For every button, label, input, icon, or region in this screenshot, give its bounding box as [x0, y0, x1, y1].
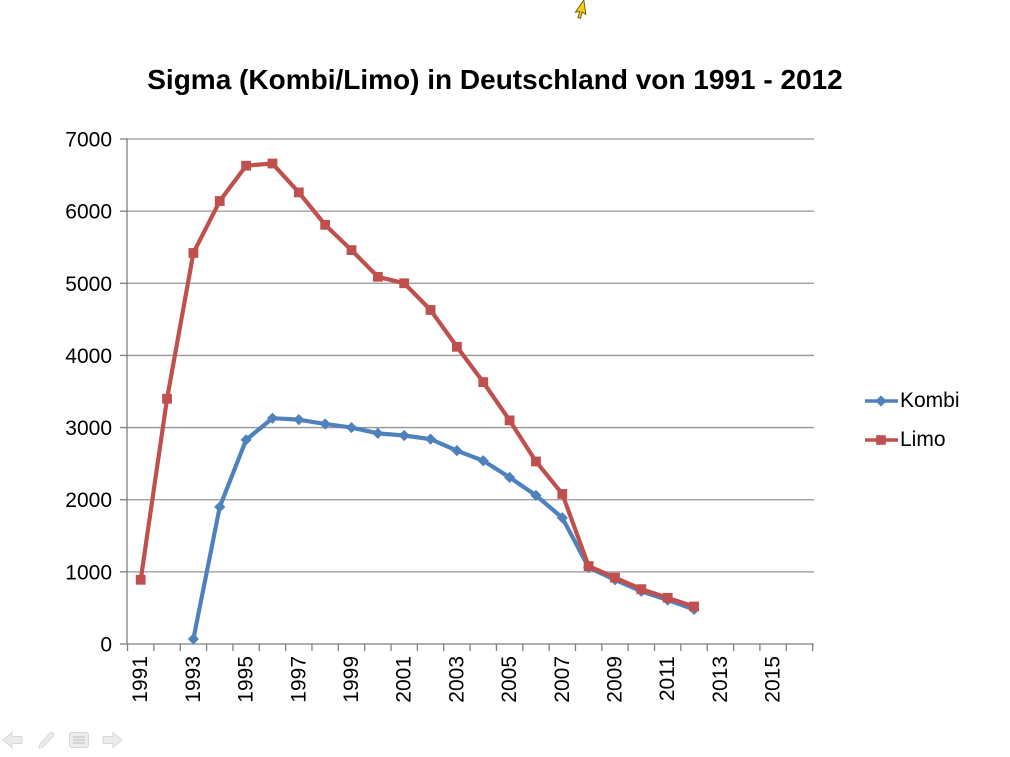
data-point-kombi: [293, 414, 305, 426]
data-point-limo: [478, 377, 489, 388]
x-axis-tick-label: 2013: [709, 656, 732, 703]
data-point-kombi: [424, 433, 437, 445]
legend-item-limo: Limo: [864, 429, 960, 451]
previous-slide-button[interactable]: [2, 728, 24, 754]
pen-icon: [38, 731, 55, 749]
legend-label-limo: Limo: [900, 428, 946, 451]
data-point-limo: [162, 393, 172, 404]
data-point-kombi: [477, 455, 489, 467]
x-axis-tick-label: 2009: [604, 656, 627, 703]
x-axis-tick-label: 1997: [287, 656, 310, 703]
data-point-kombi: [319, 418, 331, 430]
data-point-kombi: [240, 434, 252, 446]
data-point-kombi: [372, 427, 384, 439]
data-point-limo: [399, 278, 410, 289]
series-line-kombi: [191, 416, 697, 642]
kombi-series-marker-icon: [865, 395, 898, 407]
y-axis-tick-label: 7000: [65, 129, 112, 152]
back-arrow-icon: [2, 730, 23, 749]
x-axis-tick-label: 2005: [498, 656, 521, 703]
chart-legend: Kombi Limo: [864, 390, 960, 451]
data-point-limo: [320, 219, 331, 230]
data-point-limo: [610, 572, 620, 583]
y-axis-tick-label: 2000: [65, 489, 112, 512]
data-point-limo: [372, 271, 383, 282]
data-point-limo: [504, 415, 515, 426]
y-axis-tick-label: 3000: [65, 417, 112, 440]
data-point-limo: [425, 305, 436, 315]
y-axis-tick-label: 5000: [65, 273, 112, 296]
data-point-limo: [135, 574, 146, 585]
data-point-kombi: [266, 412, 279, 424]
y-axis-tick-label: 4000: [65, 345, 112, 368]
data-point-kombi: [451, 445, 463, 457]
slide-menu-icon: [69, 731, 89, 748]
data-point-limo: [557, 489, 568, 499]
data-point-limo: [583, 561, 594, 571]
data-point-limo: [346, 245, 357, 255]
slideshow-nav-bar: [2, 728, 123, 754]
legend-item-kombi: Kombi: [864, 390, 960, 412]
pen-tool-button[interactable]: [35, 728, 57, 754]
data-point-limo: [636, 584, 647, 595]
x-axis-tick-label: 1995: [235, 656, 258, 703]
data-point-limo: [267, 158, 278, 169]
limo-series-marker-icon: [865, 435, 898, 445]
x-axis-tick-label: 1999: [340, 656, 363, 703]
y-axis-tick-label: 1000: [65, 561, 112, 584]
x-axis-tick-label: 2001: [393, 656, 416, 703]
x-axis-tick-label: 2003: [445, 656, 468, 703]
data-point-limo: [531, 456, 541, 467]
data-point-limo: [452, 341, 462, 352]
next-slide-button[interactable]: [101, 728, 123, 754]
y-axis-tick-label: 6000: [65, 201, 112, 224]
series-line-limo: [138, 161, 697, 609]
forward-arrow-icon: [102, 730, 123, 749]
data-point-kombi: [214, 501, 226, 513]
data-point-limo: [662, 592, 673, 603]
x-axis-tick-label: 2007: [551, 656, 574, 703]
data-point-limo: [214, 196, 225, 206]
legend-label-kombi: Kombi: [900, 389, 960, 412]
data-point-kombi: [187, 633, 199, 645]
data-point-limo: [241, 160, 251, 171]
x-axis-tick-label: 1993: [182, 656, 205, 703]
data-point-limo: [689, 601, 699, 612]
data-point-limo: [188, 248, 199, 258]
slide-menu-button[interactable]: [68, 728, 90, 754]
x-axis-tick-label: 2015: [762, 656, 785, 703]
data-point-kombi: [530, 489, 542, 501]
data-point-kombi: [398, 429, 410, 442]
y-axis-tick-label: 0: [100, 634, 112, 657]
data-point-kombi: [345, 421, 358, 434]
chart-title: Sigma (Kombi/Limo) in Deutschland von 19…: [147, 64, 843, 95]
x-axis-tick-label: 2011: [656, 656, 679, 701]
data-point-kombi: [556, 512, 568, 524]
data-point-limo: [293, 187, 304, 198]
data-point-kombi: [504, 471, 516, 483]
x-axis-tick-label: 1991: [129, 656, 152, 703]
